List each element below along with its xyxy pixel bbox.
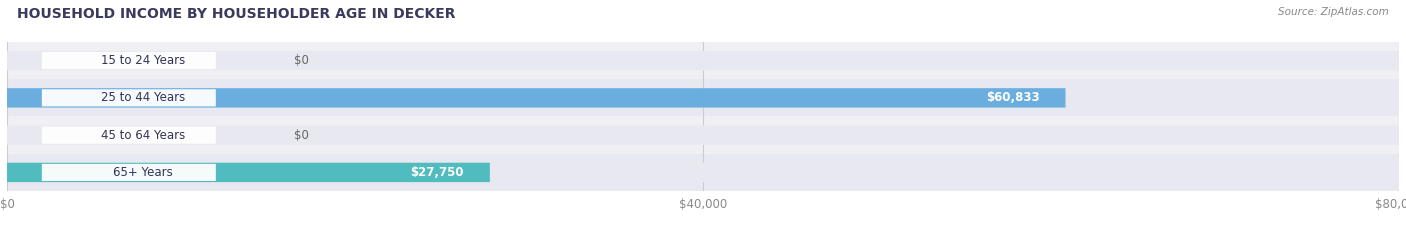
FancyBboxPatch shape: [42, 164, 217, 181]
Text: 45 to 64 Years: 45 to 64 Years: [101, 129, 184, 142]
FancyBboxPatch shape: [42, 127, 217, 144]
FancyBboxPatch shape: [42, 89, 217, 106]
Text: 25 to 44 Years: 25 to 44 Years: [101, 91, 184, 104]
FancyBboxPatch shape: [7, 42, 1399, 79]
FancyBboxPatch shape: [7, 163, 1399, 182]
FancyBboxPatch shape: [7, 88, 1066, 108]
Text: Source: ZipAtlas.com: Source: ZipAtlas.com: [1278, 7, 1389, 17]
Text: $27,750: $27,750: [411, 166, 464, 179]
FancyBboxPatch shape: [7, 125, 1399, 145]
Text: $0: $0: [294, 54, 309, 67]
Text: HOUSEHOLD INCOME BY HOUSEHOLDER AGE IN DECKER: HOUSEHOLD INCOME BY HOUSEHOLDER AGE IN D…: [17, 7, 456, 21]
FancyBboxPatch shape: [7, 79, 1399, 116]
Text: 65+ Years: 65+ Years: [112, 166, 173, 179]
FancyBboxPatch shape: [7, 154, 1399, 191]
Text: 15 to 24 Years: 15 to 24 Years: [101, 54, 184, 67]
Text: $0: $0: [294, 129, 309, 142]
FancyBboxPatch shape: [7, 163, 489, 182]
FancyBboxPatch shape: [42, 52, 217, 69]
FancyBboxPatch shape: [7, 88, 1399, 108]
FancyBboxPatch shape: [7, 116, 1399, 154]
Text: $60,833: $60,833: [986, 91, 1039, 104]
FancyBboxPatch shape: [7, 51, 1399, 70]
